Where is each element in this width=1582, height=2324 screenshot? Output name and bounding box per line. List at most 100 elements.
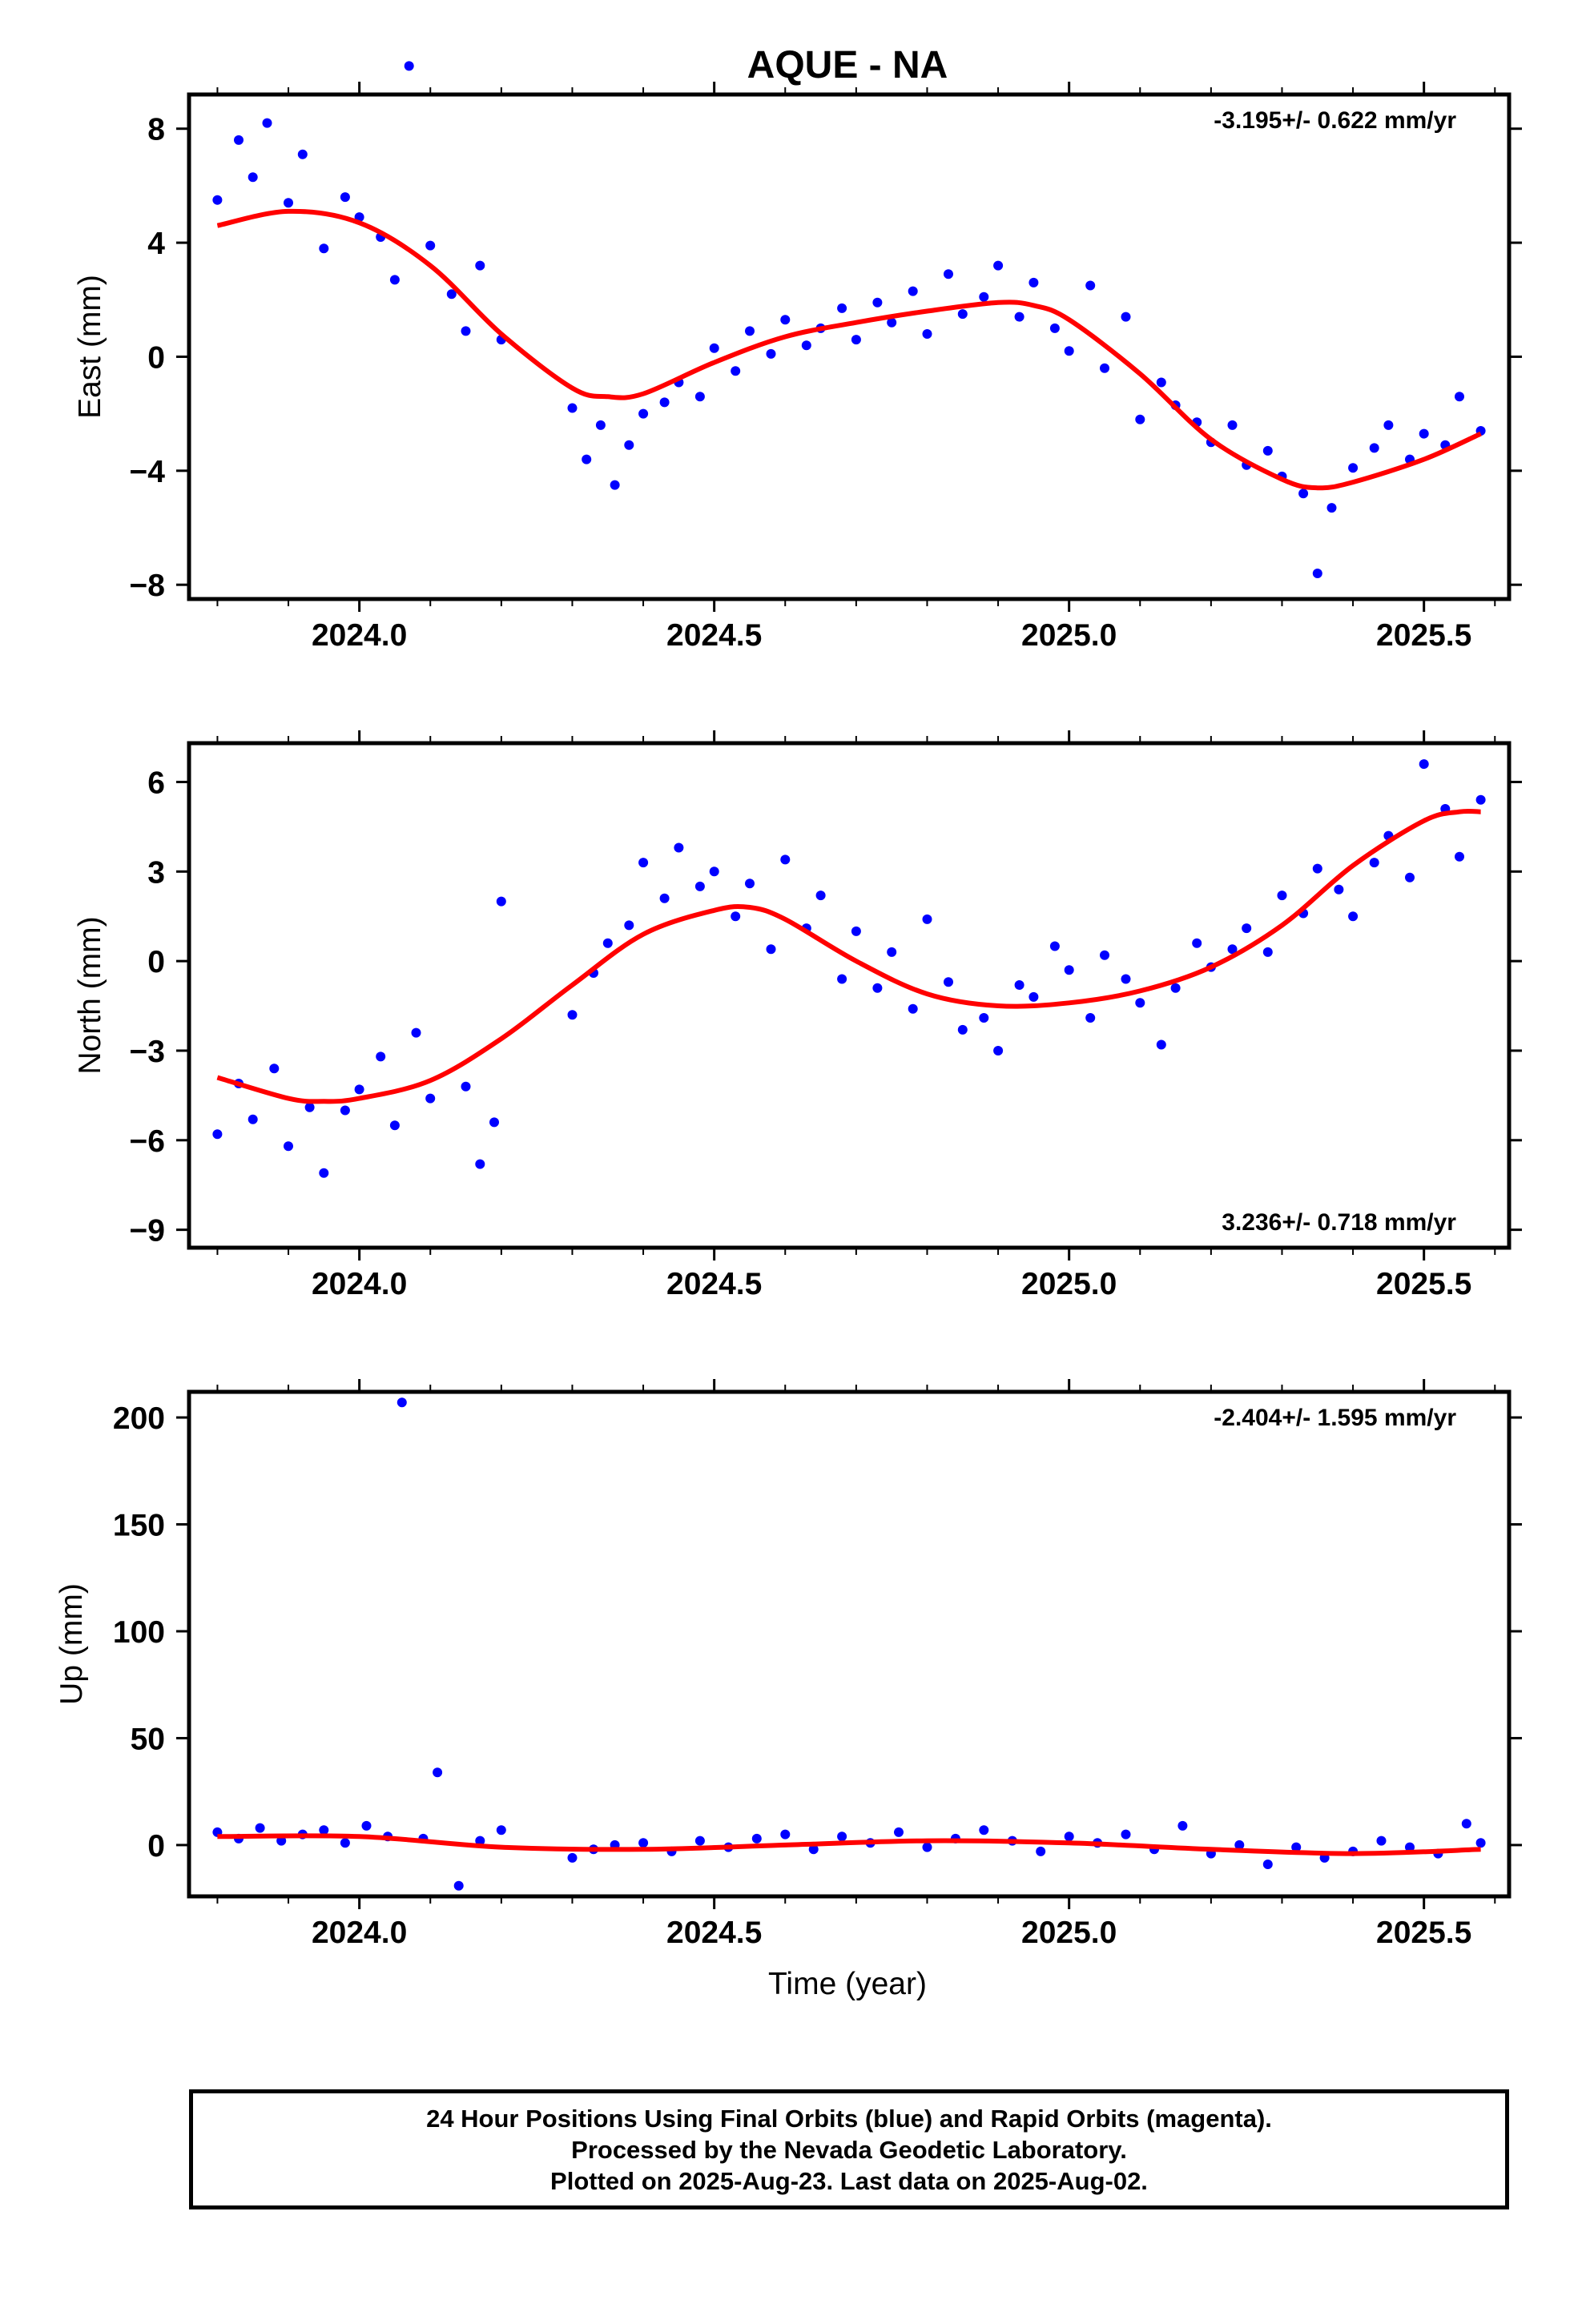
rate-label: -2.404+/- 1.595 mm/yr — [1214, 1405, 1456, 1431]
data-point — [234, 135, 244, 145]
data-point — [638, 1838, 649, 1848]
data-point — [397, 1397, 407, 1408]
data-point — [780, 315, 791, 325]
trend-fit-line — [216, 208, 1482, 491]
data-point — [1036, 1846, 1046, 1856]
data-point — [815, 891, 826, 901]
data-point — [425, 240, 436, 251]
data-point — [496, 1825, 506, 1835]
data-point — [304, 1102, 315, 1112]
y-tick-label: 200 — [113, 1401, 165, 1436]
y-tick-label: −3 — [130, 1035, 165, 1069]
x-tick-label: 2025.0 — [1021, 1267, 1117, 1301]
x-tick-label: 2024.0 — [312, 618, 407, 653]
data-point — [1049, 941, 1060, 951]
plot-frame — [187, 92, 1512, 601]
data-point — [433, 1767, 443, 1778]
panel-east: 2024.0 2024.5 2025.0 2025.5 −8 −4 0 4 8 East (mm)… — [73, 61, 1522, 653]
data-point — [694, 1835, 705, 1846]
y-axis-label: Up (mm) — [54, 1583, 89, 1705]
data-point — [624, 440, 634, 450]
data-point — [766, 348, 776, 359]
y-tick-label: 100 — [113, 1615, 165, 1650]
data-point — [1135, 998, 1145, 1008]
data-point — [269, 1063, 280, 1074]
data-point — [453, 1880, 464, 1891]
panel-north: 2024.0 2024.5 2025.0 2025.5 −9 −6 −3 0 3 6 North (… — [73, 730, 1522, 1301]
rate-label: -3.195+/- 0.622 mm/yr — [1214, 107, 1456, 134]
data-point — [475, 1159, 485, 1169]
data-point — [709, 343, 719, 353]
data-point — [340, 1838, 350, 1848]
data-point — [425, 1093, 436, 1104]
data-point — [659, 893, 670, 903]
x-tick-label: 2025.5 — [1376, 618, 1471, 653]
data-point — [766, 944, 776, 955]
data-point — [595, 420, 606, 430]
data-point — [1121, 312, 1131, 322]
data-point — [1262, 1860, 1273, 1869]
data-point — [908, 286, 918, 296]
data-point — [489, 1117, 499, 1128]
footer-line-2: Processed by the Nevada Geodetic Laborat… — [571, 2135, 1127, 2164]
y-tick-label: 4 — [147, 227, 165, 261]
data-point — [319, 1168, 329, 1178]
x-tick-label: 2024.5 — [666, 1916, 762, 1950]
data-point — [1049, 323, 1060, 333]
data-point — [1014, 312, 1024, 322]
data-point — [674, 842, 684, 853]
data-point — [212, 1129, 223, 1140]
data-point — [1383, 420, 1394, 430]
data-point — [1177, 1820, 1188, 1831]
data-point — [248, 1114, 258, 1124]
data-point — [446, 289, 457, 300]
y-tick-label: 50 — [131, 1722, 165, 1756]
data-point — [1326, 503, 1337, 513]
y-tick-label: 0 — [147, 340, 165, 375]
data-point — [411, 1027, 421, 1038]
data-point — [780, 1829, 791, 1839]
data-point — [1461, 1819, 1471, 1829]
data-point — [582, 454, 592, 464]
data-point — [1242, 923, 1252, 934]
data-point — [1156, 1039, 1166, 1050]
y-tick-label: 0 — [147, 945, 165, 979]
data-point — [389, 1120, 400, 1131]
data-point — [780, 854, 791, 865]
data-point — [1085, 1013, 1096, 1023]
data-point — [944, 977, 953, 987]
data-point — [1405, 1842, 1415, 1852]
data-point — [602, 938, 613, 948]
data-point — [894, 1827, 904, 1837]
data-point — [851, 335, 861, 345]
data-point — [276, 1835, 287, 1846]
data-point — [957, 309, 968, 320]
data-point — [1298, 489, 1309, 499]
data-point — [1291, 1842, 1302, 1852]
data-point — [1405, 872, 1415, 883]
data-point — [610, 480, 620, 490]
data-point — [1369, 858, 1379, 868]
data-point — [694, 881, 705, 891]
data-point — [731, 911, 741, 922]
data-point — [1262, 445, 1273, 456]
x-tick-label: 2025.5 — [1376, 1916, 1471, 1950]
data-point — [1029, 991, 1039, 1002]
data-point — [1455, 392, 1464, 402]
x-tick-label: 2025.5 — [1376, 1267, 1471, 1301]
data-point — [475, 1835, 485, 1846]
data-point — [1376, 1835, 1387, 1846]
data-point — [376, 1051, 386, 1062]
data-point — [694, 392, 705, 402]
data-point — [262, 118, 272, 128]
data-point — [979, 292, 989, 302]
data-point — [461, 1081, 471, 1092]
data-point — [319, 243, 329, 254]
data-point — [297, 149, 308, 159]
data-point — [1312, 569, 1322, 578]
data-point — [389, 275, 400, 285]
data-point — [1085, 280, 1096, 291]
data-point — [1135, 414, 1145, 424]
data-point — [1170, 983, 1181, 993]
